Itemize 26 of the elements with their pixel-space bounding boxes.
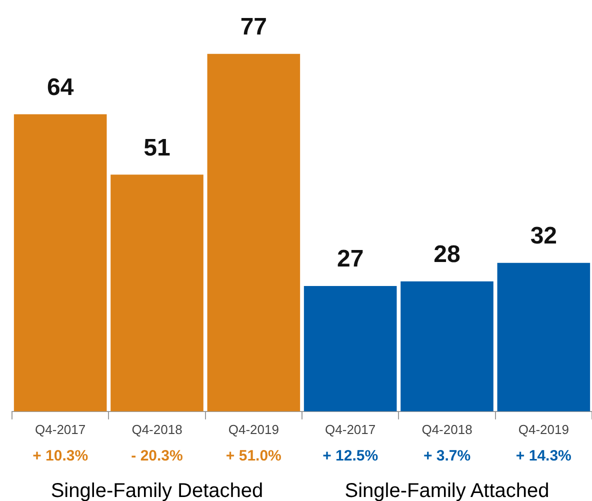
- data-label: 77: [240, 14, 268, 41]
- x-tick-label: Q4-2019: [228, 422, 279, 437]
- text: Single-Family Attached: [344, 480, 550, 501]
- bar: [14, 114, 107, 412]
- x-tick-label: Q4-2017: [35, 422, 86, 437]
- text: - 20.3%: [131, 448, 183, 465]
- x-tick-label: Q4-2019: [518, 422, 569, 437]
- data-label: 64: [46, 74, 74, 101]
- bar: [304, 286, 397, 412]
- text: + 51.0%: [226, 448, 282, 465]
- text: Single-Family Detached: [50, 480, 264, 501]
- text: + 3.7%: [423, 448, 471, 465]
- data-label: 28: [434, 241, 460, 268]
- x-tick-label: Q4-2018: [132, 422, 182, 437]
- x-tick-label: Q4-2017: [325, 422, 376, 437]
- data-label: 27: [336, 246, 364, 273]
- bar: [497, 262, 590, 412]
- bar: [400, 281, 494, 412]
- text: + 10.3%: [32, 448, 88, 465]
- text: + 14.3%: [516, 448, 572, 465]
- bar: [110, 174, 204, 412]
- bar: [207, 54, 300, 412]
- x-tick-label: Q4-2018: [422, 422, 472, 437]
- text: + 12.5%: [322, 448, 378, 465]
- data-label: 32: [530, 222, 558, 250]
- data-label: 51: [144, 134, 170, 162]
